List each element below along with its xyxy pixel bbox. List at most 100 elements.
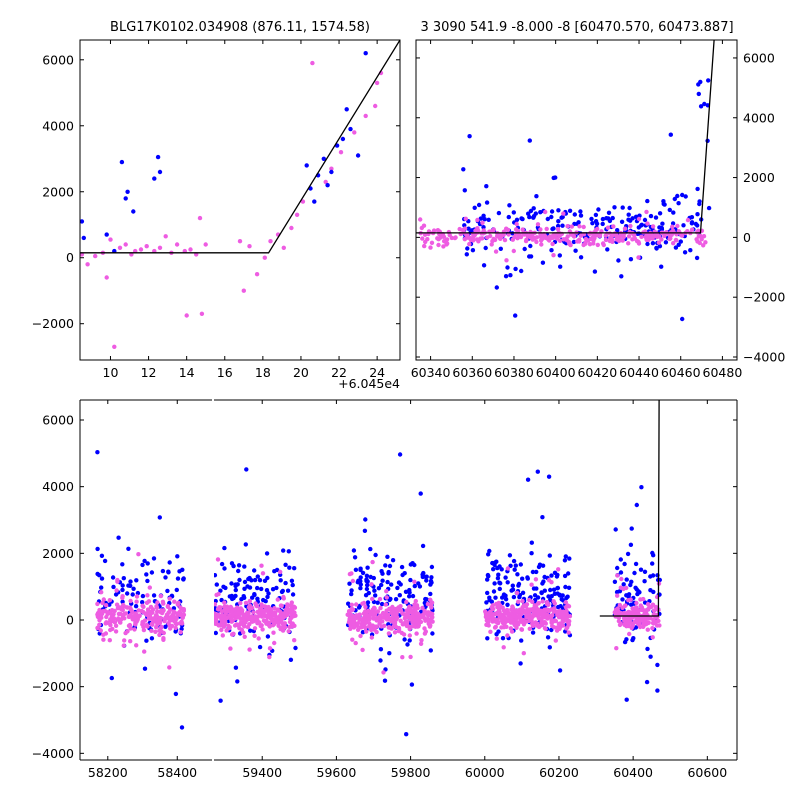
panel-b-blue-point (462, 188, 467, 193)
panel-b-pink-point (564, 238, 570, 243)
panel-c-pink-point (247, 598, 252, 604)
panel-c-pink-point (168, 615, 174, 621)
panel-b-pink-point (535, 222, 541, 227)
panel-c-pink-point (292, 638, 297, 643)
panel-c-blue-point (116, 535, 121, 540)
panel-c-pink-point (626, 598, 631, 603)
panel-c-pink-point (159, 610, 165, 616)
panel-c-blue-point (233, 665, 239, 670)
panel-b-pink-point (523, 238, 529, 244)
panel-b-pink-point (547, 238, 552, 243)
panel-c-pink-point (95, 625, 100, 631)
panel-c-pink-point (148, 604, 154, 610)
panel-c-pink-point (542, 626, 548, 631)
panel-c-pink-point (272, 621, 277, 627)
panel-c-pink-point (615, 573, 620, 578)
panel-b-blue-point (549, 248, 554, 253)
panel-c-pink-point (505, 633, 510, 638)
panel-b-blue-point (461, 167, 466, 172)
panel-c-pink-point (563, 605, 569, 610)
panel-c-pink-point (533, 577, 539, 582)
panel-c-blue-point (612, 579, 618, 584)
panel-c-pink-point (521, 651, 526, 656)
panel-a-pink-point (323, 179, 328, 185)
panel-c-pink-point (113, 629, 119, 634)
panel-a-pink-point (294, 212, 300, 217)
panel-a-xtick-label: 20 (293, 365, 309, 380)
panel-b-blue-point (668, 132, 673, 137)
panel-c-pink-point (120, 595, 125, 601)
panel-c-blue-point (633, 561, 639, 567)
panel-c-blue-point (511, 594, 517, 600)
panel-c-pink-point (619, 576, 624, 582)
panel-c-blue-point (624, 577, 629, 582)
panel-a-ytick-label: 4000 (42, 118, 74, 133)
panel-c-blue-point (290, 582, 295, 588)
panel-c-pink-point (250, 619, 255, 624)
panel-c-pink-point (286, 629, 291, 634)
panel-a-xtick-label: 18 (255, 365, 271, 380)
panel-c-blue-point (372, 588, 377, 593)
panel-b-pink-point (685, 217, 691, 223)
panel-b-blue-point (683, 194, 688, 199)
panel-c-pink-point (372, 606, 377, 611)
panel-c-pink-point (119, 617, 124, 622)
panel-b-pink-point (694, 237, 699, 242)
panel-c-pink-point (539, 617, 544, 622)
panel-c-blue-point (144, 572, 149, 577)
panel-c-blue-point (547, 645, 552, 650)
panel-b-pink-point (463, 216, 468, 221)
panel-a-blue-point (355, 153, 361, 158)
panel-c-pink-point (220, 613, 226, 618)
panel-c-blue-point (111, 584, 116, 590)
panel-c-pink-point (533, 620, 538, 625)
panel-b-xtick-label: 60340 (411, 365, 451, 380)
panel-c-blue-point (167, 560, 172, 565)
panel-c-blue-point (163, 575, 168, 580)
panel-c-blue-point (497, 564, 502, 569)
panel-c-blue-point (255, 585, 260, 591)
panel-b-blue-point (556, 208, 561, 213)
panel-b-pink-point (656, 240, 662, 245)
panel-b-blue-point (637, 213, 642, 218)
panel-c-blue-point (236, 568, 241, 574)
panel-b-pink-point (436, 242, 441, 248)
panel-a-blue-point (321, 156, 326, 161)
panel-a-pink-point (237, 239, 243, 244)
panel-b-blue-point (590, 221, 595, 226)
panel-c-blue-point (645, 646, 650, 652)
panel-c-pink-series (483, 566, 573, 656)
panel-b-blue-point (619, 219, 625, 224)
panel-c-pink-point (393, 624, 399, 630)
panel-c-blue-point (508, 563, 513, 568)
panel-c-pink-point (411, 624, 416, 629)
panel-c-pink-point (220, 633, 225, 638)
panel-c-pink-point (544, 607, 549, 612)
panel-c-blue-point (385, 554, 390, 559)
panel-c-blue-point (409, 682, 415, 687)
panel-c-blue-point (248, 628, 253, 633)
panel-c-pink-point (278, 569, 283, 575)
panel-a-blue-point (344, 107, 349, 112)
panel-b-pink-point (608, 235, 613, 241)
panel-c-blue-point (639, 485, 644, 490)
panel-c-blue-point (365, 565, 370, 570)
panel-b-pink-point (667, 232, 672, 237)
panel-a-pink-point (184, 313, 189, 318)
panel-b-pink-point (591, 241, 596, 246)
panel-c-blue-point (247, 575, 252, 581)
panel-b-pink-point (636, 241, 642, 246)
panel-b-blue-point (514, 217, 520, 222)
panel-c-blue-point (486, 552, 491, 557)
panel-c-blue-point (642, 579, 647, 584)
panel-c-pink-point (173, 625, 178, 631)
panel-b-pink-point (534, 239, 539, 245)
panel-c-pink-point (267, 646, 273, 651)
panel-c-blue-point (102, 558, 108, 564)
panel-c-pink-point (95, 601, 100, 607)
panel-c-pink-point (524, 619, 529, 624)
panel-c-pink-point (101, 597, 107, 602)
panel-b-pink-point (650, 224, 656, 229)
panel-c-pink-point (541, 613, 546, 618)
panel-a-blue-point (312, 199, 317, 204)
